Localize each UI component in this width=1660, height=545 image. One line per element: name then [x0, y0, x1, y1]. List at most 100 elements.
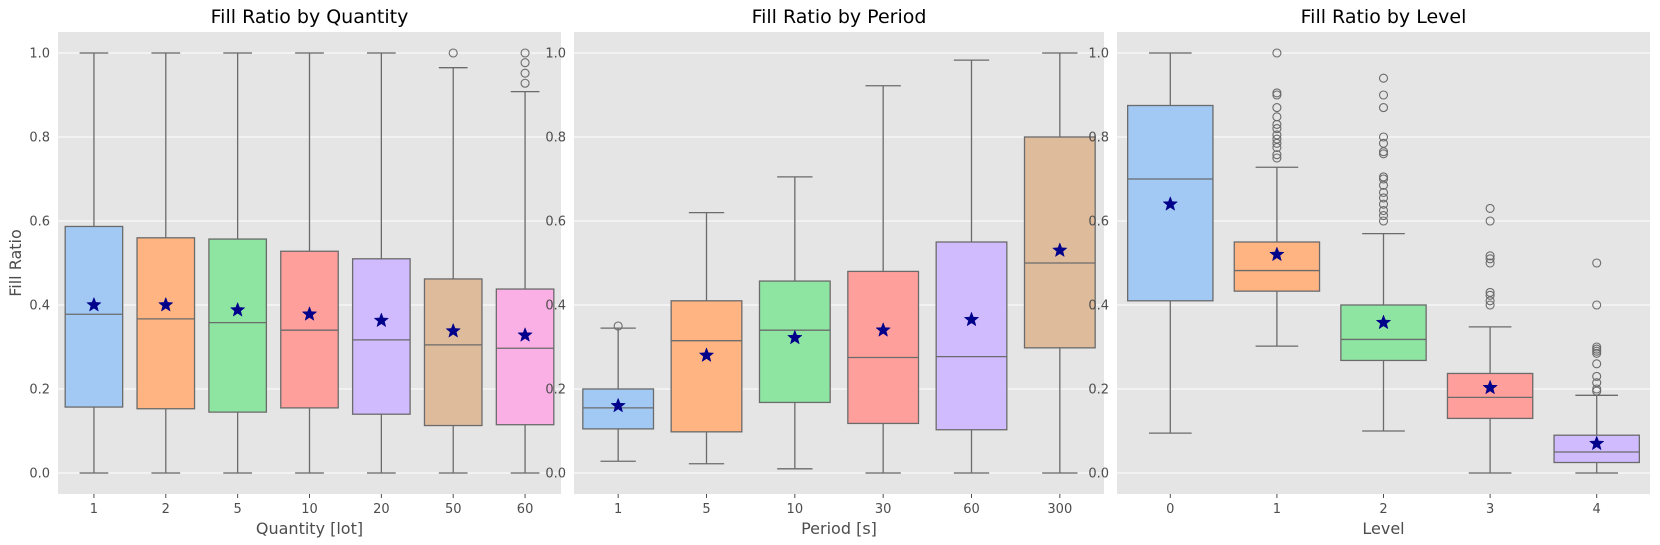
x-tick-label: 1 — [1273, 502, 1281, 517]
outlier-point — [1272, 153, 1282, 163]
y-tick-label: 0.8 — [29, 131, 50, 146]
x-tick-label: 1 — [614, 502, 622, 517]
box-group-4 — [1553, 258, 1640, 474]
x-axis-label: Period [s] — [801, 519, 877, 538]
box-group-300 — [1023, 52, 1096, 474]
box — [64, 225, 124, 408]
y-tick-label: 0.6 — [545, 215, 566, 230]
mean-marker — [301, 306, 318, 321]
x-tick-label: 50 — [445, 502, 462, 517]
x-tick-label: 3 — [1486, 502, 1494, 517]
x-tick-label: 20 — [373, 502, 390, 517]
box-group-20 — [351, 52, 411, 474]
outlier-point — [1378, 193, 1389, 203]
y-tick-label: 0.2 — [1088, 383, 1109, 398]
box — [423, 278, 483, 427]
outlier-point — [1272, 150, 1282, 160]
plot-area — [574, 32, 1104, 494]
outlier-point — [1272, 103, 1282, 113]
outlier-point — [1485, 300, 1495, 310]
x-axis-label: Quantity [lot] — [256, 519, 363, 538]
mean-marker — [963, 311, 980, 327]
y-tick-label: 0.4 — [29, 299, 50, 314]
box-group-1 — [64, 52, 124, 474]
box — [1340, 304, 1427, 362]
y-tick-label: 0.8 — [545, 131, 566, 146]
box — [495, 288, 555, 426]
outlier-point — [1378, 138, 1389, 148]
box-group-60 — [935, 59, 1008, 474]
outlier-point — [1592, 384, 1602, 394]
x-axis-label: Level — [1362, 519, 1404, 538]
box-group-10 — [758, 176, 831, 470]
x-tick-label: 300 — [1047, 502, 1072, 517]
outlier-point — [1378, 187, 1389, 197]
mean-marker — [229, 301, 246, 317]
mean-marker — [157, 296, 174, 312]
outlier-point — [1378, 205, 1389, 216]
mean-marker — [517, 327, 533, 342]
x-tick-label: 1 — [90, 502, 98, 517]
outlier-point — [1272, 134, 1282, 144]
x-tick-label: 5 — [702, 502, 710, 517]
y-tick-label: 1.0 — [545, 47, 566, 62]
y-tick-label: 0.4 — [545, 299, 566, 314]
y-axis-label: Fill Ratio — [6, 229, 25, 297]
box-group-0 — [1127, 52, 1214, 434]
outlier-point — [1485, 254, 1495, 264]
outlier-point — [520, 68, 530, 78]
outlier-point — [1272, 130, 1282, 140]
mean-marker — [1482, 379, 1498, 395]
y-tick-label: 0.4 — [1088, 299, 1109, 314]
box-group-60 — [495, 48, 555, 474]
x-tick-label: 4 — [1593, 502, 1601, 517]
y-tick-label: 1.0 — [29, 47, 50, 62]
outlier-point — [1592, 342, 1602, 352]
outlier-point — [1378, 103, 1389, 113]
mean-marker — [698, 347, 715, 363]
y-tick-label: 0.6 — [29, 215, 50, 230]
box-group-1 — [1233, 48, 1321, 347]
mean-marker — [445, 322, 462, 338]
outlier-point — [1592, 258, 1602, 268]
mean-marker — [86, 296, 102, 312]
panel-fill-ratio-by-period: 0.0 0.2 0.4 0.6 0.8 1.0 1 5 10 30 60 300 Fill Rati… — [545, 6, 1104, 538]
panel-fill-ratio-by-level: 0.0 0.2 0.4 0.6 0.8 1.0 0 1 2 3 4 Fill Ratio by L… — [1088, 6, 1650, 538]
outlier-point — [1378, 172, 1389, 182]
mean-marker — [1588, 435, 1605, 451]
outlier-point — [1272, 112, 1282, 122]
outlier-point — [1378, 216, 1389, 226]
y-tick-label: 0.2 — [29, 383, 50, 398]
outlier-point — [520, 58, 530, 68]
x-tick-label: 30 — [875, 502, 892, 517]
outlier-point — [1485, 216, 1495, 226]
y-tick-label: 1.0 — [1088, 47, 1109, 62]
outlier-point — [1378, 210, 1389, 221]
mean-marker — [1269, 246, 1285, 262]
mean-marker — [373, 312, 390, 328]
box — [847, 270, 920, 425]
mean-marker — [787, 329, 803, 345]
x-tick-label: 10 — [787, 502, 804, 517]
chart-title: Fill Ratio by Quantity — [211, 6, 409, 28]
chart-title: Fill Ratio by Period — [752, 6, 927, 28]
outlier-point — [1378, 73, 1389, 83]
box-group-2 — [1340, 73, 1427, 432]
box-group-5 — [208, 52, 268, 474]
x-tick-label: 2 — [1379, 502, 1387, 517]
box-group-2 — [136, 52, 196, 474]
box-group-50 — [423, 48, 483, 474]
outlier-point — [1378, 132, 1389, 142]
outlier-point — [1378, 90, 1389, 100]
box-group-3 — [1446, 203, 1534, 474]
outlier-point — [1485, 251, 1495, 261]
box — [351, 258, 411, 415]
outlier-point — [1485, 290, 1495, 300]
mean-marker — [1162, 196, 1179, 211]
y-tick-label: 0.0 — [1088, 467, 1109, 482]
x-tick-label: 60 — [517, 502, 534, 517]
outlier-point — [1485, 258, 1495, 268]
x-tick-label: 60 — [963, 502, 980, 517]
y-tick-label: 0.6 — [1088, 215, 1109, 230]
